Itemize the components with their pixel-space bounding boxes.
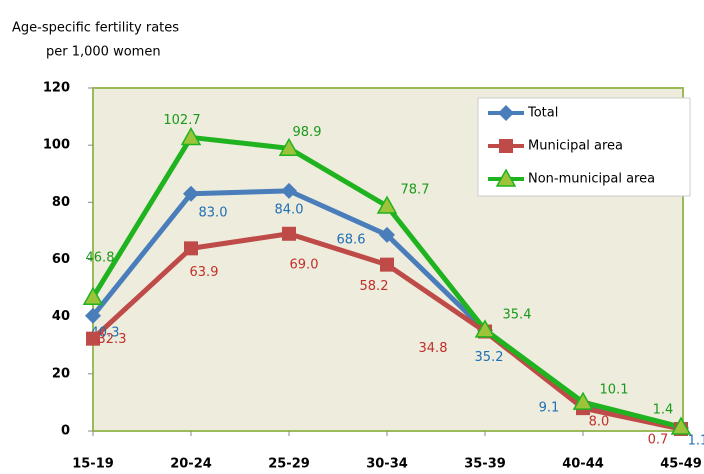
data-label: 8.0 <box>589 415 610 430</box>
data-label: 35.4 <box>503 307 532 322</box>
data-label: 63.9 <box>190 265 219 280</box>
data-label: 78.7 <box>401 183 430 198</box>
y-tick-label: 40 <box>52 309 70 324</box>
marker <box>499 139 513 153</box>
marker <box>380 258 394 272</box>
legend-label: Total <box>527 106 558 121</box>
x-tick-label: 35-39 <box>464 457 506 472</box>
data-label: 84.0 <box>275 202 304 217</box>
marker <box>282 227 296 241</box>
data-label: 83.0 <box>199 205 228 220</box>
data-label: 9.1 <box>539 400 560 415</box>
x-tick-label: 40-44 <box>562 457 604 472</box>
x-tick-label: 20-24 <box>170 457 212 472</box>
legend-label: Non-municipal area <box>528 172 655 187</box>
data-label: 1.1 <box>688 433 704 448</box>
data-label: 10.1 <box>600 383 629 398</box>
chart-title: Age-specific fertility rates <box>12 21 179 36</box>
data-label: 1.4 <box>653 402 674 417</box>
data-label: 68.6 <box>337 232 366 247</box>
data-label: 34.8 <box>419 341 448 356</box>
chart-subtitle: per 1,000 women <box>46 45 161 60</box>
data-label: 0.7 <box>648 432 669 447</box>
chart: Age-specific fertility rates per 1,000 w… <box>0 0 704 474</box>
data-label: 69.0 <box>290 257 319 272</box>
x-tick-label: 30-34 <box>366 457 408 472</box>
data-label: 35.2 <box>475 350 504 365</box>
data-label: 32.3 <box>98 332 127 347</box>
x-tick-label: 25-29 <box>268 457 310 472</box>
data-label: 98.9 <box>293 125 322 140</box>
data-label: 58.2 <box>360 279 389 294</box>
marker <box>184 241 198 255</box>
y-tick-label: 60 <box>52 252 70 267</box>
y-tick-label: 0 <box>61 424 70 439</box>
y-tick-label: 120 <box>43 81 70 96</box>
y-tick-label: 80 <box>52 195 70 210</box>
x-tick-label: 45-49 <box>660 457 702 472</box>
legend-label: Municipal area <box>528 139 623 154</box>
x-tick-label: 15-19 <box>72 457 114 472</box>
data-label: 46.8 <box>86 251 115 266</box>
y-tick-label: 100 <box>43 138 70 153</box>
data-label: 102.7 <box>163 113 200 128</box>
y-tick-label: 20 <box>52 366 70 381</box>
